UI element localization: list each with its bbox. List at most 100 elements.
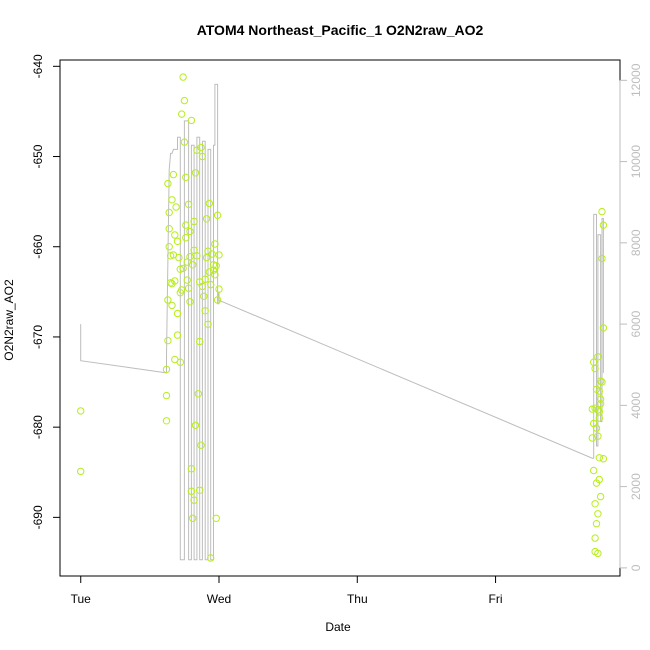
data-point — [165, 243, 173, 251]
data-point — [190, 217, 198, 226]
data-point — [186, 253, 194, 261]
data-point — [598, 207, 606, 216]
data-point — [598, 254, 606, 263]
data-point — [591, 364, 599, 373]
data-point — [184, 284, 193, 292]
data-point — [190, 496, 198, 504]
data-point — [592, 520, 601, 528]
data-point — [207, 554, 215, 562]
data-point — [164, 336, 172, 345]
data-point — [598, 378, 606, 386]
data-point — [213, 296, 222, 304]
data-point — [596, 400, 605, 408]
data-point — [186, 227, 194, 236]
data-point — [594, 510, 602, 518]
data-point — [211, 240, 219, 248]
x-axis-label: Date — [325, 620, 351, 634]
data-point — [596, 492, 605, 501]
right-y-tick-label: 10000 — [629, 145, 643, 179]
y-axis: -640 -650 -660 -670 -680 -690 — [31, 54, 61, 529]
series-points-group — [77, 73, 608, 562]
right-y-axis: 0 2000 4000 6000 8000 10000 12000 — [619, 63, 643, 571]
data-point — [193, 252, 201, 260]
right-y-tick-label: 8000 — [629, 229, 643, 256]
data-point — [186, 298, 194, 306]
x-axis: Tue Wed Thu Fri — [71, 575, 503, 606]
data-point — [594, 353, 602, 361]
data-point — [187, 487, 196, 495]
data-point — [166, 279, 175, 287]
data-point — [599, 221, 608, 229]
data-point — [208, 250, 216, 258]
data-point — [179, 264, 187, 273]
x-tick-label: Wed — [207, 592, 231, 606]
data-point — [201, 275, 209, 283]
y-axis-label: O2N2raw_AO2 — [2, 279, 16, 361]
data-point — [215, 285, 223, 293]
data-point — [162, 391, 171, 400]
chart-title: ATOM4 Northeast_Pacific_1 O2N2raw_AO2 — [197, 22, 484, 38]
data-point — [165, 225, 173, 233]
data-point — [191, 421, 200, 429]
data-point — [591, 534, 599, 542]
data-point — [205, 199, 214, 208]
data-point — [77, 407, 85, 415]
data-point — [179, 73, 187, 81]
data-point — [168, 301, 176, 310]
data-point — [175, 253, 183, 262]
data-point — [168, 196, 176, 204]
data-point — [197, 441, 205, 449]
data-point — [187, 465, 196, 473]
data-point — [202, 215, 211, 223]
data-point — [173, 237, 182, 246]
data-point — [189, 261, 197, 269]
data-point — [201, 307, 209, 315]
data-point — [180, 96, 189, 105]
data-point — [599, 455, 608, 463]
data-point — [595, 454, 603, 462]
data-point — [180, 138, 189, 146]
series-line — [80, 83, 604, 561]
right-y-tick-label: 12000 — [629, 63, 643, 97]
series-line-group — [80, 83, 604, 561]
data-point — [595, 387, 603, 395]
data-point — [182, 221, 190, 229]
data-point — [169, 170, 178, 179]
data-point — [173, 331, 182, 339]
data-point — [162, 417, 171, 425]
data-point — [162, 365, 171, 374]
x-tick-label: Tue — [71, 592, 92, 606]
data-point — [594, 406, 602, 414]
y-tick-label: -640 — [31, 54, 45, 78]
data-point — [182, 234, 190, 242]
data-point — [595, 475, 603, 484]
data-point — [164, 296, 172, 304]
data-point — [207, 280, 215, 289]
data-point — [194, 390, 203, 398]
data-point — [182, 173, 190, 182]
data-point — [212, 514, 220, 522]
data-point — [204, 320, 212, 328]
data-point — [590, 419, 598, 428]
data-point — [591, 547, 599, 556]
data-point — [77, 467, 85, 476]
data-point — [197, 143, 205, 152]
y-tick-label: -690 — [31, 505, 45, 529]
data-point — [209, 261, 218, 269]
data-point — [211, 271, 219, 279]
data-point — [164, 179, 172, 188]
y-tick-label: -680 — [31, 415, 45, 439]
data-point — [187, 116, 196, 125]
data-point — [196, 337, 204, 346]
data-point — [198, 282, 207, 291]
y-tick-label: -670 — [31, 325, 45, 349]
data-point — [196, 486, 204, 494]
right-y-tick-label: 4000 — [629, 392, 643, 419]
right-y-tick-label: 6000 — [629, 310, 643, 337]
data-point — [183, 276, 191, 284]
x-tick-label: Thu — [347, 592, 368, 606]
data-point — [165, 208, 173, 217]
data-point — [590, 466, 598, 475]
